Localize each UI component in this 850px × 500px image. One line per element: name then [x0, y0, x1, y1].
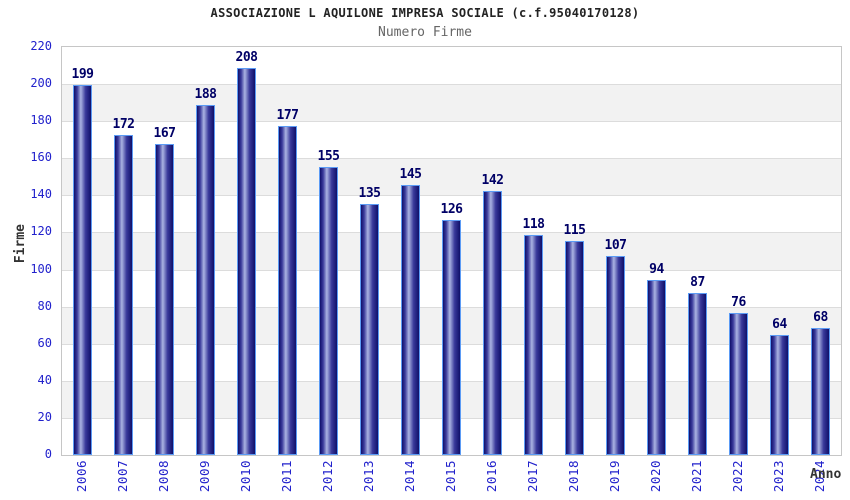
- bar-value-label: 188: [194, 87, 217, 103]
- bar-value-label: 142: [481, 172, 504, 188]
- bar-2023: [770, 335, 789, 455]
- background-band: [62, 47, 841, 85]
- y-tick-label: 100: [30, 261, 52, 276]
- bar-value-label: 126: [440, 202, 463, 218]
- y-tick-label: 60: [37, 335, 52, 350]
- gridline: [62, 121, 841, 123]
- bar-2019: [606, 255, 625, 455]
- gridline: [62, 195, 841, 197]
- x-axis-title: Anno: [810, 467, 842, 482]
- bar-2015: [442, 220, 461, 455]
- y-tick-label: 120: [30, 224, 52, 239]
- bar-value-label: 107: [604, 237, 627, 253]
- x-tick-label: 2022: [729, 460, 745, 493]
- x-tick-label: 2011: [278, 460, 294, 493]
- bar-2014: [401, 185, 420, 455]
- x-tick-label: 2006: [73, 460, 89, 493]
- bar-2022: [729, 313, 748, 455]
- y-tick-label: 20: [37, 409, 52, 424]
- y-tick-label: 140: [30, 187, 52, 202]
- bar-value-label: 155: [317, 148, 340, 164]
- background-band: [62, 121, 841, 159]
- bar-value-label: 64: [772, 317, 787, 333]
- bar-value-label: 76: [731, 295, 746, 311]
- gridline: [62, 84, 841, 86]
- x-tick-label: 2014: [401, 460, 417, 493]
- y-axis-title: Firme: [13, 224, 28, 264]
- x-tick-label: 2019: [606, 460, 622, 493]
- bar-2024: [811, 327, 830, 455]
- x-tick-label: 2008: [155, 460, 171, 493]
- x-tick-label: 2015: [442, 460, 458, 493]
- x-tick-label: 2018: [565, 460, 581, 493]
- y-tick-label: 0: [44, 447, 52, 461]
- y-tick-label: 160: [30, 150, 52, 165]
- bar-2017: [524, 235, 543, 455]
- background-band: [62, 158, 841, 196]
- bar-2020: [647, 279, 666, 455]
- bar-2008: [155, 144, 174, 455]
- plot-area: 199 172 167 188 208 177 155 135 145 126 142 118 115 1…: [61, 46, 842, 456]
- bar-value-label: 87: [690, 274, 705, 290]
- gridline: [62, 158, 841, 160]
- bar-value-label: 208: [235, 50, 258, 66]
- bar-value-label: 177: [276, 107, 299, 123]
- x-tick-label: 2009: [196, 460, 212, 493]
- bar-2010: [237, 68, 256, 455]
- x-tick-label: 2020: [647, 460, 663, 493]
- bar-2006: [73, 84, 92, 455]
- bar-value-label: 199: [71, 66, 94, 82]
- bar-value-label: 172: [112, 117, 135, 133]
- x-tick-label: 2017: [524, 460, 540, 493]
- bar-2011: [278, 125, 297, 455]
- bar-value-label: 94: [649, 261, 664, 277]
- y-tick-label: 180: [30, 113, 52, 128]
- bar-value-label: 135: [358, 185, 381, 201]
- x-tick-label: 2012: [319, 460, 335, 493]
- background-band: [62, 84, 841, 122]
- x-tick-label: 2023: [770, 460, 786, 493]
- bar-value-label: 115: [563, 222, 586, 238]
- y-tick-label: 220: [30, 39, 52, 53]
- x-tick-label: 2007: [114, 460, 130, 493]
- y-tick-label: 200: [30, 76, 52, 91]
- chart-title: ASSOCIAZIONE L AQUILONE IMPRESA SOCIALE …: [210, 6, 640, 20]
- bar-2007: [114, 135, 133, 455]
- bar-2009: [196, 105, 215, 455]
- bar-2012: [319, 166, 338, 455]
- bar-2021: [688, 292, 707, 455]
- y-tick-label: 40: [37, 372, 52, 387]
- x-tick-label: 2016: [483, 460, 499, 493]
- bar-2018: [565, 240, 584, 455]
- bar-2016: [483, 190, 502, 455]
- bar-2013: [360, 203, 379, 455]
- bar-value-label: 118: [522, 217, 545, 233]
- bar-value-label: 68: [813, 309, 828, 325]
- y-tick-label: 80: [37, 298, 52, 313]
- x-tick-label: 2021: [688, 460, 704, 493]
- bar-value-label: 167: [153, 126, 176, 142]
- bar-value-label: 145: [399, 167, 422, 183]
- chart-subtitle: Numero Firme: [378, 25, 472, 40]
- x-tick-label: 2010: [237, 460, 253, 493]
- x-tick-label: 2013: [360, 460, 376, 493]
